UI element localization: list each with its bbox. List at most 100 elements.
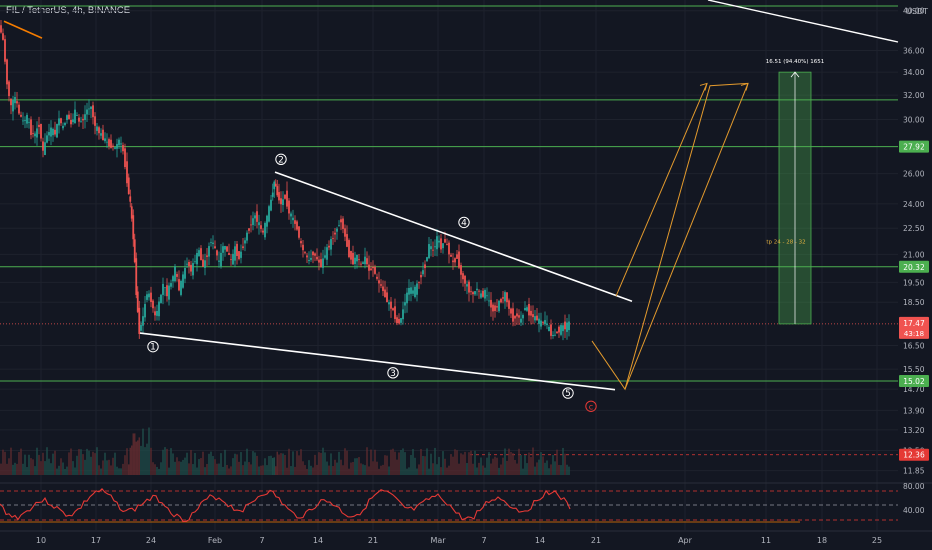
volume-bar: [452, 456, 454, 475]
candle-body: [266, 215, 268, 227]
volume-bar: [273, 457, 275, 475]
candle-body: [238, 251, 240, 260]
candle-body: [486, 295, 488, 297]
candle-body: [554, 334, 556, 336]
time-axis[interactable]: 10 17 24 Feb 7 14 21 Mar 7 14 21 Apr 11 18 25: [0, 530, 932, 545]
candle-body: [432, 249, 434, 251]
volume-bar: [2, 449, 4, 475]
wave-label: 4: [461, 218, 467, 228]
volume-bar: [368, 466, 370, 475]
candle-body: [558, 326, 560, 333]
wave-label-circle: [562, 387, 574, 399]
volume-bar: [158, 468, 160, 475]
candle-body: [520, 318, 522, 323]
candle-body: [352, 252, 354, 265]
candle-body: [354, 257, 356, 264]
candle-body: [234, 246, 236, 261]
candle-body: [562, 325, 564, 332]
candle-body: [122, 145, 124, 152]
candle-body: [362, 262, 364, 264]
candle-body: [100, 133, 102, 136]
candle-body: [490, 299, 492, 308]
volume-bar: [424, 456, 426, 475]
candle-body: [40, 123, 42, 139]
candle-body: [44, 142, 46, 156]
candle-body: [278, 192, 280, 201]
volume-bar: [406, 468, 408, 475]
volume-bar: [182, 459, 184, 475]
candle-body: [566, 322, 568, 332]
candle-body: [174, 266, 176, 282]
candle-body: [394, 306, 396, 319]
wave-label: c: [589, 402, 593, 411]
candle-body: [280, 198, 282, 205]
volume-bar: [186, 452, 188, 475]
candle-body: [116, 143, 118, 149]
candle-body: [72, 119, 74, 123]
candle-body: [254, 215, 256, 219]
candle-body: [228, 253, 230, 255]
volume-bar: [458, 463, 460, 475]
volume-bar: [560, 465, 562, 475]
candle-body: [162, 283, 164, 295]
volume-bar: [238, 461, 240, 475]
candle-body: [418, 281, 420, 283]
candle-body: [176, 274, 178, 277]
volume-bar: [246, 448, 248, 475]
candle-body: [274, 183, 277, 187]
candle-body: [478, 290, 480, 292]
candle-body: [28, 121, 30, 123]
candle-body: [494, 305, 496, 311]
candle-body: [430, 246, 432, 250]
price-badge: [899, 448, 929, 461]
candle-body: [324, 255, 326, 258]
candle-body: [390, 301, 392, 309]
candle-body: [46, 135, 48, 143]
candle-body: [152, 300, 154, 309]
volume-bar: [14, 462, 16, 475]
candle-body: [218, 260, 220, 262]
candle-body: [288, 200, 290, 214]
volume-bar: [336, 462, 338, 475]
candle-body: [356, 254, 358, 262]
wave-label: 2: [278, 155, 284, 165]
volume-bar: [422, 455, 424, 475]
candle-body: [4, 39, 6, 62]
volume-bar: [394, 451, 396, 475]
price-tick-label: 19.50: [903, 278, 925, 287]
volume-bar: [460, 453, 462, 475]
candle-body: [380, 284, 382, 286]
candle-body: [210, 242, 212, 244]
time-tick-label: 14: [535, 536, 545, 545]
target-box-text: tp 24 - 28 - 32: [766, 240, 805, 246]
volume-bar: [470, 450, 472, 475]
candle-body: [498, 300, 500, 312]
candle-body: [448, 242, 450, 255]
volume-bar: [508, 448, 510, 475]
arrow-head: [740, 82, 749, 91]
candle-body: [382, 286, 384, 292]
candle-body: [112, 145, 114, 147]
candle-body: [84, 114, 86, 120]
candle-body: [442, 243, 444, 249]
candle-body: [108, 139, 110, 147]
candle-body: [66, 115, 68, 120]
volume-bar: [290, 466, 292, 475]
volume-bar: [131, 445, 133, 475]
price-badges: 27.92 20.32 15.02 12.36 17.47 43:18: [899, 140, 929, 461]
candle-body: [474, 291, 476, 295]
volume-bar: [362, 464, 364, 475]
price-tick-label: 16.50: [903, 342, 925, 351]
candle-body: [544, 320, 546, 325]
volume-bar: [414, 457, 416, 475]
volume-bar: [490, 463, 492, 475]
candle-body: [402, 309, 404, 320]
candle-body: [552, 334, 554, 336]
candle-body: [416, 283, 418, 295]
volume-bar: [278, 454, 280, 475]
volume-bar: [132, 433, 134, 475]
volume-bar: [448, 465, 450, 475]
volume-bar: [172, 453, 174, 475]
candle-body: [2, 33, 4, 40]
